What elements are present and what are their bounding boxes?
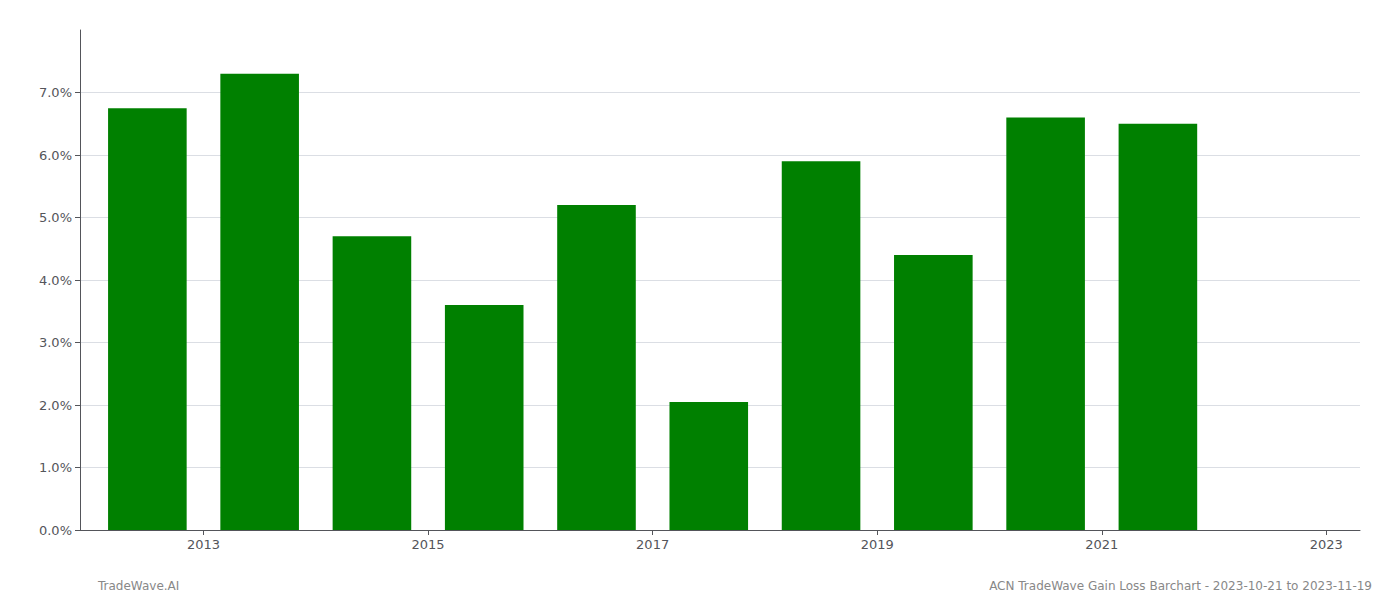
svg-text:2019: 2019 [861, 537, 894, 552]
svg-text:1.0%: 1.0% [39, 460, 72, 475]
svg-text:6.0%: 6.0% [39, 148, 72, 163]
svg-text:3.0%: 3.0% [39, 335, 72, 350]
svg-text:2013: 2013 [187, 537, 220, 552]
svg-text:0.0%: 0.0% [39, 523, 72, 538]
svg-text:2.0%: 2.0% [39, 398, 72, 413]
svg-text:5.0%: 5.0% [39, 210, 72, 225]
svg-text:TradeWave.AI: TradeWave.AI [97, 579, 179, 593]
svg-text:2021: 2021 [1085, 537, 1118, 552]
svg-text:ACN TradeWave Gain Loss Barcha: ACN TradeWave Gain Loss Barchart - 2023-… [989, 579, 1372, 593]
svg-text:4.0%: 4.0% [39, 273, 72, 288]
svg-text:2023: 2023 [1310, 537, 1343, 552]
svg-text:7.0%: 7.0% [39, 85, 72, 100]
svg-text:2015: 2015 [412, 537, 445, 552]
svg-text:2017: 2017 [636, 537, 669, 552]
